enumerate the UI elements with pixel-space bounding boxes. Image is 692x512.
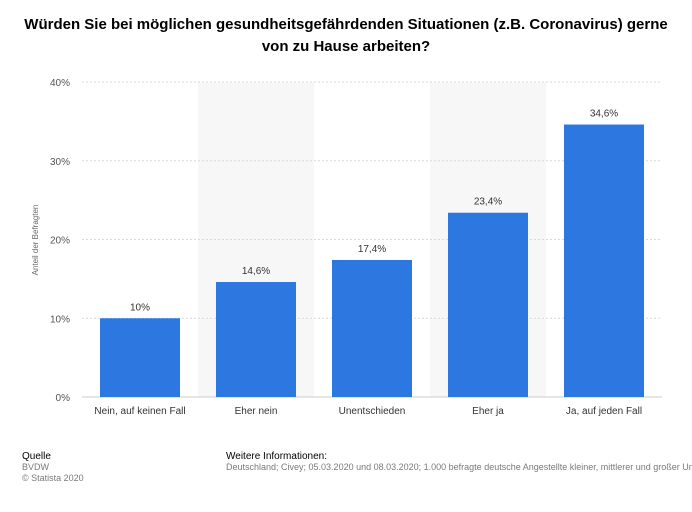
- info-text: Deutschland; Civey; 05.03.2020 und 08.03…: [226, 462, 692, 472]
- y-tick-label: 30%: [50, 157, 70, 168]
- copyright: © Statista 2020: [22, 473, 84, 483]
- source-block: Quelle BVDW © Statista 2020: [22, 451, 84, 484]
- bar: [448, 212, 528, 397]
- y-tick-label: 10%: [50, 314, 70, 325]
- info-block: Weitere Informationen: Deutschland; Cive…: [226, 451, 692, 473]
- x-tick-label: Eher ja: [472, 406, 504, 417]
- data-label: 10%: [130, 302, 150, 313]
- data-label: 34,6%: [590, 109, 618, 120]
- bar: [332, 259, 412, 397]
- chart-title: Würden Sie bei möglichen gesundheitsgefä…: [24, 16, 668, 55]
- info-heading: Weitere Informationen:: [226, 451, 327, 462]
- y-tick-label: 0%: [56, 393, 71, 404]
- bar: [216, 282, 296, 397]
- y-tick-label: 40%: [50, 78, 70, 89]
- x-tick-label: Eher nein: [235, 406, 278, 417]
- y-axis-label: Anteil der Befragten: [31, 205, 40, 276]
- bar: [100, 318, 180, 397]
- y-tick-label: 20%: [50, 236, 70, 247]
- data-label: 23,4%: [474, 197, 502, 208]
- source-name: BVDW: [22, 462, 49, 472]
- bar: [564, 124, 644, 398]
- bar-chart: 0% 10% 20% 30% 40% Anteil der Befragten 10% Nei…: [31, 78, 662, 417]
- x-tick-label: Unentschieden: [339, 406, 406, 417]
- x-tick-label: Ja, auf jeden Fall: [566, 406, 642, 417]
- source-heading: Quelle: [22, 451, 51, 462]
- data-label: 17,4%: [358, 244, 386, 255]
- data-label: 14,6%: [242, 266, 270, 277]
- x-tick-label: Nein, auf keinen Fall: [94, 406, 185, 417]
